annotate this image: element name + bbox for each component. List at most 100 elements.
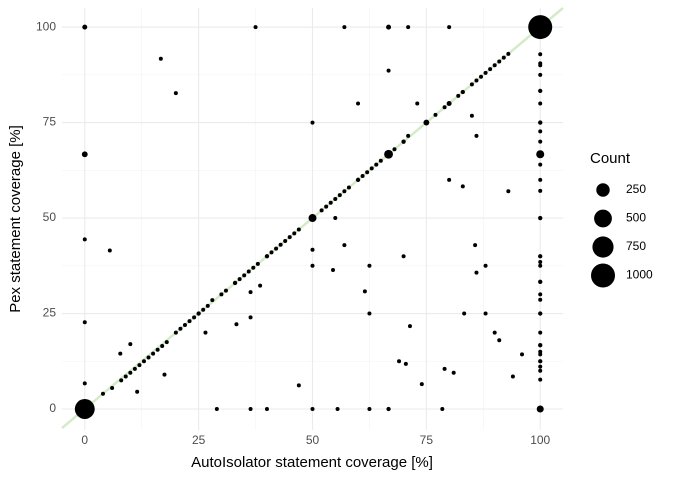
point (328, 200, 333, 205)
point (506, 51, 511, 56)
point (192, 315, 197, 320)
point (296, 383, 301, 388)
point (82, 24, 88, 30)
point (264, 254, 270, 259)
point (205, 303, 210, 308)
point (219, 292, 224, 297)
point (248, 406, 253, 411)
point (251, 265, 256, 270)
point (196, 311, 201, 316)
point (474, 270, 479, 275)
point (119, 378, 124, 383)
x-tick-label: 75 (420, 433, 434, 447)
y-tick-label: 100 (36, 19, 56, 33)
point (538, 311, 543, 316)
point (386, 68, 391, 73)
point (355, 177, 361, 183)
point (223, 288, 228, 293)
point (292, 231, 297, 236)
point (81, 151, 88, 158)
point (474, 78, 479, 83)
point (137, 363, 142, 368)
point (497, 59, 502, 64)
point (488, 67, 493, 72)
point (342, 243, 347, 248)
point (536, 405, 544, 413)
point (100, 391, 105, 396)
point (210, 298, 215, 303)
point (538, 63, 543, 68)
point (460, 184, 465, 189)
point (497, 338, 502, 343)
point (135, 389, 140, 394)
point (110, 385, 115, 390)
point (242, 273, 247, 278)
legend-label: 500 (626, 211, 646, 225)
point (386, 24, 392, 30)
point (123, 374, 128, 379)
point (264, 406, 269, 411)
point (158, 56, 163, 61)
point (538, 129, 543, 134)
point (506, 189, 511, 194)
point (333, 216, 338, 221)
point (173, 330, 178, 335)
point (333, 196, 338, 201)
point (403, 361, 408, 366)
point (146, 355, 151, 360)
point (447, 25, 452, 30)
point (356, 101, 361, 106)
legend-title: Count (590, 150, 631, 167)
point (365, 170, 370, 175)
point (538, 359, 543, 364)
point (446, 100, 452, 106)
point (442, 366, 447, 371)
point (386, 406, 391, 412)
point (187, 319, 192, 324)
point (538, 364, 543, 369)
point (406, 133, 411, 138)
point (319, 208, 324, 213)
point (310, 263, 315, 268)
y-tick-label: 50 (43, 210, 57, 224)
point (538, 352, 543, 357)
point (342, 189, 347, 194)
point (440, 406, 445, 411)
legend-symbol (591, 263, 615, 288)
point (415, 101, 420, 106)
point (310, 120, 315, 125)
point (538, 297, 543, 302)
legend-label: 250 (626, 182, 646, 196)
point (160, 343, 165, 348)
point (337, 193, 342, 198)
point (538, 330, 543, 335)
point (253, 25, 258, 30)
point (538, 52, 543, 57)
legend-label: 1000 (626, 268, 653, 282)
point (483, 311, 488, 316)
point (246, 269, 251, 274)
point (492, 63, 497, 68)
point (538, 259, 543, 264)
point (442, 105, 447, 110)
point (374, 162, 379, 167)
point (342, 25, 347, 30)
point (510, 374, 515, 379)
point (538, 88, 543, 94)
point (362, 289, 367, 294)
point (538, 101, 543, 106)
point (255, 261, 260, 266)
x-tick-label: 50 (306, 433, 320, 447)
legend-symbol (592, 236, 614, 258)
point (369, 166, 374, 171)
point (283, 238, 288, 243)
x-tick-label: 100 (530, 433, 550, 447)
point (384, 149, 393, 159)
y-tick-label: 0 (49, 401, 56, 415)
point (469, 113, 474, 118)
point (469, 82, 474, 87)
point (141, 359, 146, 364)
point (82, 381, 87, 386)
point (520, 352, 525, 357)
point (335, 406, 340, 411)
